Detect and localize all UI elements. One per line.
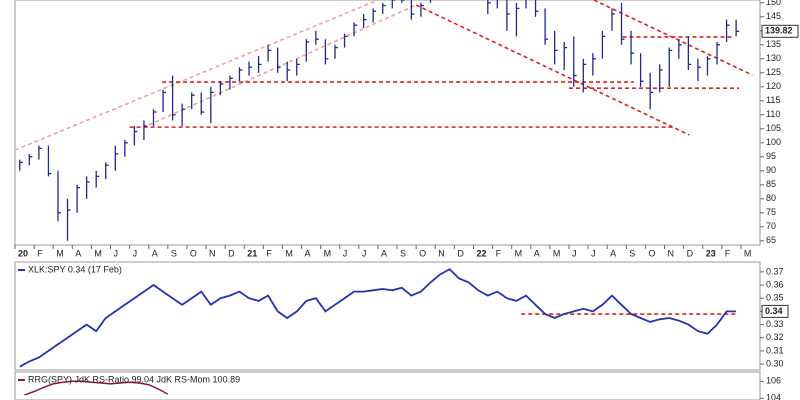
y-tick-label: 0.31	[766, 345, 784, 355]
y-tick-label: 125	[766, 67, 781, 77]
y-tick-label: 120	[766, 81, 781, 91]
x-tick-label: N	[438, 248, 445, 258]
x-tick-label: J	[362, 248, 367, 258]
x-tick-label: 22	[476, 248, 486, 258]
y-tick-label: 150	[766, 0, 781, 7]
x-tick-label: M	[553, 248, 561, 258]
x-tick-label: O	[190, 248, 197, 258]
x-tick-label: J	[114, 248, 119, 258]
last-price-box	[761, 24, 799, 38]
x-tick-label: A	[534, 248, 540, 258]
x-tick-label: S	[400, 248, 406, 258]
x-tick-label: A	[152, 248, 158, 258]
x-tick-label: M	[56, 248, 64, 258]
y-tick-label: 100	[766, 137, 781, 147]
y-tick-label: 85	[766, 179, 776, 189]
x-tick-label: J	[591, 248, 596, 258]
y-tick-label: 104	[766, 393, 781, 400]
x-tick-label: O	[419, 248, 426, 258]
x-tick-label: J	[572, 248, 577, 258]
trend-line	[15, 0, 379, 151]
x-tick-label: 23	[706, 248, 716, 258]
x-tick-label: M	[744, 248, 752, 258]
x-tick-label: N	[209, 248, 216, 258]
panel-title: XLK:SPY 0.34 (17 Feb)	[28, 264, 122, 274]
y-tick-label: 75	[766, 207, 776, 217]
series-line	[24, 380, 169, 396]
series-line	[19, 268, 737, 368]
x-tick-label: 20	[18, 248, 28, 258]
x-tick-label: 21	[247, 248, 257, 258]
y-tick-label: 0.30	[766, 358, 784, 368]
x-tick-label: D	[687, 248, 694, 258]
x-tick-label: S	[629, 248, 635, 258]
x-tick-label: M	[285, 248, 293, 258]
x-tick-label: F	[266, 248, 272, 258]
last-value-label: 0.34	[765, 306, 783, 316]
x-tick-label: A	[305, 248, 311, 258]
last-value-box	[761, 304, 789, 318]
plot-area	[24, 380, 169, 396]
x-tick-label: M	[94, 248, 102, 258]
y-tick-label: 105	[766, 123, 781, 133]
x-tick-label: F	[496, 248, 502, 258]
plot-area	[19, 268, 738, 368]
y-tick-label: 135	[766, 39, 781, 49]
panel-title: RRG(SPY) JdK RS-Ratio 99.04 JdK RS-Mom 1…	[28, 374, 240, 384]
y-tick-label: 80	[766, 193, 776, 203]
y-tick-label: 130	[766, 53, 781, 63]
x-tick-label: A	[610, 248, 616, 258]
y-tick-label: 95	[766, 151, 776, 161]
y-tick-label: 145	[766, 11, 781, 21]
x-tick-label: F	[37, 248, 43, 258]
x-tick-label: A	[381, 248, 387, 258]
x-tick-label: S	[171, 248, 177, 258]
x-tick-label: M	[324, 248, 332, 258]
x-tick-label: D	[228, 248, 235, 258]
x-tick-label: D	[457, 248, 464, 258]
y-tick-label: 65	[766, 235, 776, 245]
panel-frame	[14, 261, 761, 371]
x-tick-label: F	[725, 248, 731, 258]
y-tick-label: 115	[766, 95, 780, 105]
x-tick-label: J	[133, 248, 138, 258]
panel-frame	[14, 371, 761, 400]
y-tick-label: 0.35	[766, 293, 784, 303]
y-tick-label: 0.36	[766, 279, 784, 289]
y-tick-label: 70	[766, 221, 776, 231]
x-tick-label: A	[75, 248, 81, 258]
plot-area	[15, 0, 753, 241]
x-tick-label: N	[667, 248, 674, 258]
last-price-label: 139.82	[765, 26, 793, 36]
y-tick-label: 0.37	[766, 266, 784, 276]
x-tick-label: M	[515, 248, 523, 258]
y-tick-label: 0.32	[766, 332, 784, 342]
y-tick-label: 106	[766, 376, 781, 386]
x-tick-label: O	[648, 248, 655, 258]
y-tick-label: 0.33	[766, 319, 784, 329]
x-tick-label: J	[343, 248, 348, 258]
panel-frame	[14, 0, 761, 246]
y-tick-label: 90	[766, 165, 776, 175]
y-tick-label: 110	[766, 109, 780, 119]
trend-line	[415, 4, 690, 136]
